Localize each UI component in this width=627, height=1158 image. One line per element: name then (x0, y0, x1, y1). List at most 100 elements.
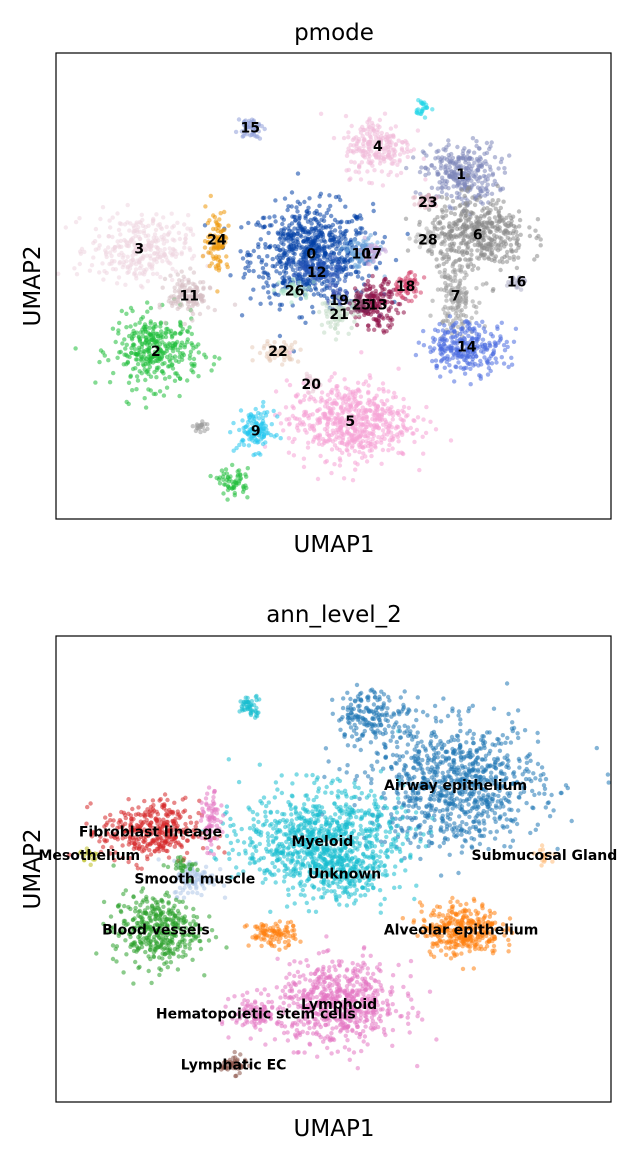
data-point (119, 221, 124, 227)
data-point (461, 148, 466, 153)
data-point (482, 212, 488, 217)
data-point (312, 238, 317, 243)
data-point (382, 111, 388, 116)
data-point (201, 298, 207, 303)
data-point (421, 451, 426, 456)
data-point (157, 305, 162, 310)
data-point (467, 200, 473, 205)
data-point (238, 249, 243, 254)
data-point (428, 419, 433, 424)
data-point (125, 360, 130, 365)
data-point (260, 415, 265, 420)
data-point (306, 285, 311, 290)
data-point (354, 232, 359, 237)
data-point (489, 191, 495, 196)
data-point (175, 282, 180, 287)
data-point (322, 214, 327, 219)
data-point (169, 253, 175, 258)
data-point (472, 202, 478, 208)
data-point (419, 100, 424, 106)
data-point (357, 796, 362, 801)
data-point (384, 421, 389, 426)
data-point (388, 126, 394, 131)
data-point (484, 730, 490, 735)
data-point (380, 183, 386, 188)
data-point (511, 254, 516, 259)
data-point (110, 326, 116, 331)
data-point (298, 245, 303, 251)
data-point (497, 213, 502, 218)
data-point (465, 234, 470, 239)
data-point (462, 206, 467, 212)
data-point (490, 352, 496, 357)
data-point (140, 315, 146, 320)
data-point (338, 229, 343, 235)
data-point (444, 338, 449, 343)
data-point (441, 696, 446, 701)
data-point (118, 349, 124, 355)
data-point (353, 228, 359, 233)
data-point (130, 257, 136, 262)
data-point (487, 340, 492, 346)
data-point (342, 259, 347, 264)
data-point (400, 295, 405, 300)
data-point (362, 429, 367, 434)
data-point (374, 266, 379, 271)
data-point (503, 740, 508, 745)
data-point (386, 389, 391, 394)
data-point (365, 140, 371, 145)
data-point (258, 237, 263, 242)
data-point (143, 224, 148, 230)
data-point (449, 193, 454, 199)
data-point (401, 404, 407, 410)
data-point (404, 146, 410, 151)
data-point (259, 124, 264, 129)
data-point (281, 252, 286, 257)
data-point (513, 248, 519, 253)
data-point (319, 223, 324, 229)
data-point (400, 408, 405, 413)
data-point (397, 158, 402, 163)
data-point (327, 378, 332, 383)
data-point (248, 296, 253, 301)
data-point (379, 413, 384, 418)
data-point (364, 459, 370, 464)
data-point (442, 323, 447, 328)
data-point (297, 315, 302, 320)
data-point (240, 489, 246, 495)
data-point (490, 288, 495, 293)
data-point (118, 232, 123, 237)
data-point (345, 271, 351, 277)
data-point (246, 443, 252, 448)
data-point (290, 404, 295, 409)
data-point (251, 268, 256, 274)
data-point (473, 172, 479, 177)
data-point (463, 166, 468, 171)
data-point (486, 255, 491, 260)
data-point (274, 432, 279, 438)
data-point (164, 348, 169, 354)
data-point (397, 152, 403, 157)
data-point (251, 287, 256, 292)
data-point (151, 329, 156, 334)
data-point (361, 288, 366, 293)
data-point (393, 257, 399, 263)
data-point (501, 361, 507, 366)
data-point (186, 213, 191, 218)
data-point (469, 178, 474, 183)
data-point (495, 324, 500, 329)
data-point (391, 433, 396, 439)
data-point (373, 403, 378, 408)
data-point (241, 442, 247, 448)
data-point (452, 322, 457, 327)
data-point (143, 233, 148, 239)
data-point (465, 258, 470, 263)
data-point (463, 201, 468, 207)
data-point (502, 239, 508, 244)
data-point (100, 261, 105, 266)
data-point (446, 236, 452, 241)
data-point (337, 247, 343, 253)
data-point (344, 153, 350, 158)
data-point (169, 211, 174, 216)
data-point (328, 324, 333, 329)
